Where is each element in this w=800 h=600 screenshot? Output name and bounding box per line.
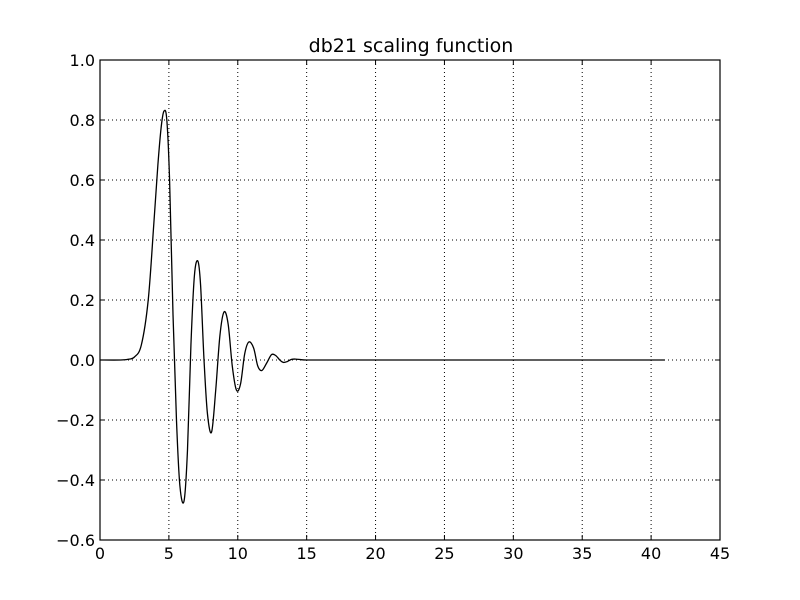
x-tick-label: 0 xyxy=(95,544,105,563)
y-tick-label: 1.0 xyxy=(70,51,95,70)
x-tick-label: 40 xyxy=(641,544,661,563)
y-tick-label: −0.2 xyxy=(56,411,95,430)
chart-title: db21 scaling function xyxy=(309,35,514,57)
x-tick-label: 25 xyxy=(434,544,454,563)
y-tick-label: 0.6 xyxy=(70,171,95,190)
y-tick-label: 0.8 xyxy=(70,111,95,130)
x-tick-label: 15 xyxy=(296,544,316,563)
x-tick-label: 45 xyxy=(710,544,730,563)
x-tick-label: 35 xyxy=(572,544,592,563)
x-tick-label: 20 xyxy=(365,544,385,563)
series-layer xyxy=(99,109,665,504)
y-tick-label: 0.0 xyxy=(70,351,95,370)
y-tick-label: −0.6 xyxy=(56,531,95,550)
x-tick-label: 30 xyxy=(503,544,523,563)
series-line xyxy=(99,109,665,504)
tick-layer: 0 5 10 15 20 25 30 35 40 45 −0.6 −0.4 −0.2 0.0 0.2 0.4 0… xyxy=(56,51,730,563)
y-tick-label: 0.2 xyxy=(70,291,95,310)
x-tick-label: 5 xyxy=(164,544,174,563)
y-tick-label: 0.4 xyxy=(70,231,95,250)
x-tick-label: 10 xyxy=(228,544,248,563)
y-tick-label: −0.4 xyxy=(56,471,95,490)
